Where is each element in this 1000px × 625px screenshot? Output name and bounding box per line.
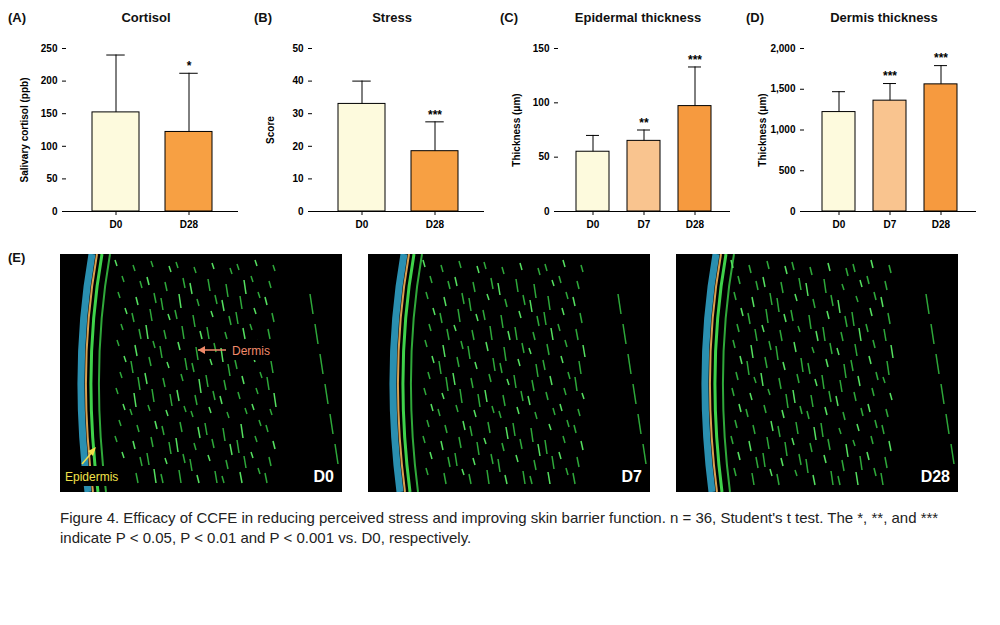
svg-text:D28: D28 [932,219,951,230]
svg-text:*: * [187,59,192,73]
svg-text:D28: D28 [921,468,950,485]
svg-text:50: 50 [46,173,58,184]
svg-text:1,000: 1,000 [770,124,795,135]
svg-text:***: *** [883,69,897,83]
svg-text:0: 0 [544,206,550,217]
svg-text:Salivary cortisol (ppb): Salivary cortisol (ppb) [19,77,30,182]
svg-text:**: ** [639,116,649,130]
svg-text:***: *** [428,108,442,122]
html-text:(D): (D) [746,10,764,25]
html-text:Cortisol: Cortisol [121,10,171,25]
svg-text:500: 500 [779,165,796,176]
svg-text:Score: Score [265,116,276,144]
svg-text:40: 40 [292,75,304,86]
html-text:Epidermal thickness: Epidermal thickness [574,10,702,25]
svg-text:0: 0 [52,206,58,217]
svg-text:***: *** [688,53,702,67]
html-text:Dermis thickness: Dermis thickness [830,10,938,25]
svg-text:D0: D0 [356,219,369,230]
svg-text:200: 200 [41,75,58,86]
html-text:(B): (B) [254,10,272,25]
svg-text:D28: D28 [686,219,705,230]
svg-text:10: 10 [292,173,304,184]
svg-text:Dermis: Dermis [232,344,270,358]
html-text:Figure 4. Efficacy of CCFE in: Figure 4. Efficacy of CCFE in reducing p… [60,509,939,546]
svg-text:Thickness (μm): Thickness (μm) [511,93,522,166]
svg-text:2,000: 2,000 [770,43,795,54]
svg-text:100: 100 [533,97,550,108]
html-text:(E): (E) [8,250,26,265]
svg-text:150: 150 [41,108,58,119]
svg-text:D7: D7 [622,468,643,485]
html-text:(A): (A) [8,10,26,25]
svg-text:20: 20 [292,141,304,152]
svg-text:D7: D7 [884,219,897,230]
svg-text:D0: D0 [833,219,846,230]
svg-text:30: 30 [292,108,304,119]
svg-text:0: 0 [790,206,796,217]
svg-text:D0: D0 [314,468,335,485]
svg-text:50: 50 [292,43,304,54]
html-text:Stress: Stress [372,10,412,25]
svg-text:1,500: 1,500 [770,83,795,94]
svg-text:D28: D28 [180,219,199,230]
html-text:(C): (C) [500,10,518,25]
svg-text:150: 150 [533,43,550,54]
svg-text:Epidermis: Epidermis [65,470,118,484]
svg-text:D0: D0 [110,219,123,230]
svg-text:D28: D28 [426,219,445,230]
svg-text:D7: D7 [638,219,651,230]
svg-text:Thickness (μm): Thickness (μm) [757,93,768,166]
svg-text:100: 100 [41,141,58,152]
svg-text:D0: D0 [587,219,600,230]
svg-text:250: 250 [41,43,58,54]
svg-text:50: 50 [538,151,550,162]
svg-text:0: 0 [298,206,304,217]
svg-text:***: *** [934,51,948,65]
